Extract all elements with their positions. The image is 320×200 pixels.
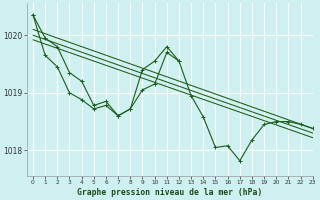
X-axis label: Graphe pression niveau de la mer (hPa): Graphe pression niveau de la mer (hPa) <box>77 188 262 197</box>
